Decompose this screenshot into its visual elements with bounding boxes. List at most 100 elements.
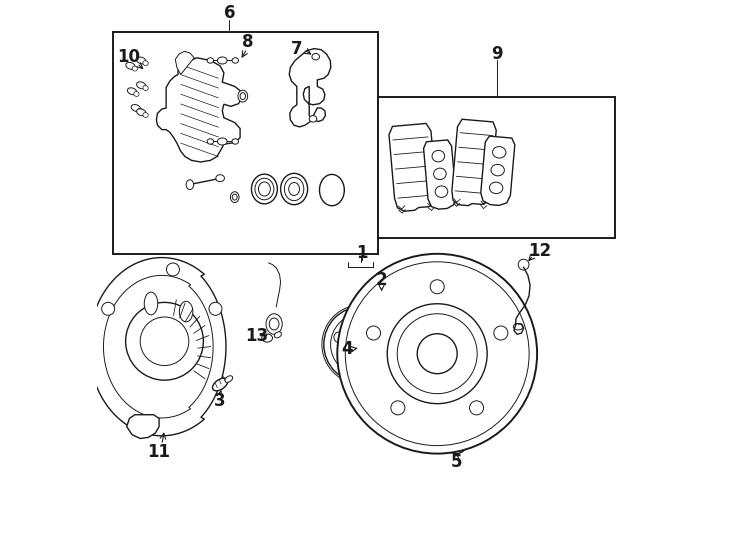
Ellipse shape bbox=[145, 292, 158, 315]
Circle shape bbox=[370, 358, 381, 369]
Circle shape bbox=[379, 332, 389, 343]
Circle shape bbox=[330, 314, 393, 375]
Ellipse shape bbox=[288, 183, 299, 195]
Ellipse shape bbox=[137, 108, 143, 113]
Ellipse shape bbox=[266, 314, 282, 334]
Circle shape bbox=[470, 401, 484, 415]
Ellipse shape bbox=[450, 442, 462, 451]
Polygon shape bbox=[389, 124, 437, 211]
Ellipse shape bbox=[343, 331, 380, 357]
Ellipse shape bbox=[319, 174, 344, 206]
Ellipse shape bbox=[493, 146, 506, 158]
Ellipse shape bbox=[435, 186, 448, 198]
Circle shape bbox=[430, 280, 444, 294]
Ellipse shape bbox=[207, 58, 214, 63]
Circle shape bbox=[338, 254, 537, 454]
Ellipse shape bbox=[280, 173, 308, 205]
Ellipse shape bbox=[385, 301, 393, 307]
Text: 3: 3 bbox=[214, 392, 226, 410]
Ellipse shape bbox=[217, 138, 227, 145]
Circle shape bbox=[494, 326, 508, 340]
Ellipse shape bbox=[284, 177, 304, 201]
Circle shape bbox=[417, 334, 457, 374]
Ellipse shape bbox=[143, 60, 148, 66]
Circle shape bbox=[334, 332, 345, 343]
Circle shape bbox=[390, 401, 405, 415]
Circle shape bbox=[167, 263, 179, 276]
Polygon shape bbox=[452, 119, 496, 206]
Circle shape bbox=[518, 259, 529, 270]
Ellipse shape bbox=[217, 57, 227, 64]
Polygon shape bbox=[289, 49, 331, 127]
Ellipse shape bbox=[447, 440, 465, 454]
Ellipse shape bbox=[143, 112, 148, 118]
Text: 11: 11 bbox=[148, 443, 170, 461]
Polygon shape bbox=[89, 258, 226, 436]
Ellipse shape bbox=[137, 82, 146, 89]
Circle shape bbox=[324, 307, 399, 382]
Ellipse shape bbox=[432, 150, 445, 162]
Ellipse shape bbox=[213, 378, 228, 391]
Ellipse shape bbox=[490, 182, 503, 194]
Text: 2: 2 bbox=[376, 271, 388, 289]
Circle shape bbox=[366, 326, 380, 340]
Ellipse shape bbox=[131, 105, 141, 111]
Text: 8: 8 bbox=[242, 33, 254, 51]
Ellipse shape bbox=[132, 66, 137, 71]
Polygon shape bbox=[103, 275, 213, 418]
Text: 13: 13 bbox=[245, 327, 269, 346]
Ellipse shape bbox=[232, 58, 239, 63]
Polygon shape bbox=[481, 136, 515, 205]
Ellipse shape bbox=[137, 109, 146, 116]
Circle shape bbox=[209, 302, 222, 315]
Circle shape bbox=[356, 316, 367, 327]
Text: 6: 6 bbox=[224, 4, 235, 23]
Circle shape bbox=[343, 358, 353, 369]
Circle shape bbox=[388, 303, 487, 404]
Bar bbox=[113, 32, 378, 254]
Ellipse shape bbox=[143, 85, 148, 91]
Ellipse shape bbox=[269, 318, 279, 330]
Bar bbox=[378, 97, 615, 238]
Circle shape bbox=[353, 336, 370, 353]
Polygon shape bbox=[175, 51, 195, 75]
Ellipse shape bbox=[232, 139, 239, 144]
Text: 5: 5 bbox=[451, 453, 462, 471]
Circle shape bbox=[397, 314, 477, 394]
Ellipse shape bbox=[179, 301, 193, 322]
Ellipse shape bbox=[275, 332, 281, 338]
Polygon shape bbox=[127, 415, 159, 438]
Text: 7: 7 bbox=[291, 39, 302, 58]
Ellipse shape bbox=[216, 175, 225, 181]
Ellipse shape bbox=[309, 116, 317, 122]
Text: 4: 4 bbox=[342, 340, 353, 358]
Circle shape bbox=[140, 317, 189, 366]
Ellipse shape bbox=[374, 294, 388, 305]
Ellipse shape bbox=[240, 93, 245, 99]
Polygon shape bbox=[424, 140, 456, 209]
Ellipse shape bbox=[230, 192, 239, 202]
Polygon shape bbox=[156, 58, 241, 162]
Circle shape bbox=[345, 262, 529, 446]
Ellipse shape bbox=[134, 91, 139, 97]
Ellipse shape bbox=[255, 178, 274, 200]
Text: 9: 9 bbox=[491, 45, 502, 63]
Text: 12: 12 bbox=[528, 242, 551, 260]
Ellipse shape bbox=[238, 90, 247, 102]
Ellipse shape bbox=[258, 182, 270, 196]
Ellipse shape bbox=[225, 376, 233, 382]
Ellipse shape bbox=[491, 164, 504, 176]
Ellipse shape bbox=[232, 194, 237, 200]
Ellipse shape bbox=[252, 174, 277, 204]
Ellipse shape bbox=[262, 334, 272, 342]
Circle shape bbox=[347, 330, 376, 359]
Ellipse shape bbox=[513, 323, 523, 330]
Ellipse shape bbox=[434, 168, 446, 180]
Circle shape bbox=[126, 302, 203, 380]
Circle shape bbox=[101, 302, 115, 315]
Ellipse shape bbox=[207, 139, 214, 144]
Ellipse shape bbox=[137, 57, 146, 64]
Text: 1: 1 bbox=[356, 244, 367, 262]
Ellipse shape bbox=[186, 180, 194, 190]
Ellipse shape bbox=[128, 88, 137, 94]
